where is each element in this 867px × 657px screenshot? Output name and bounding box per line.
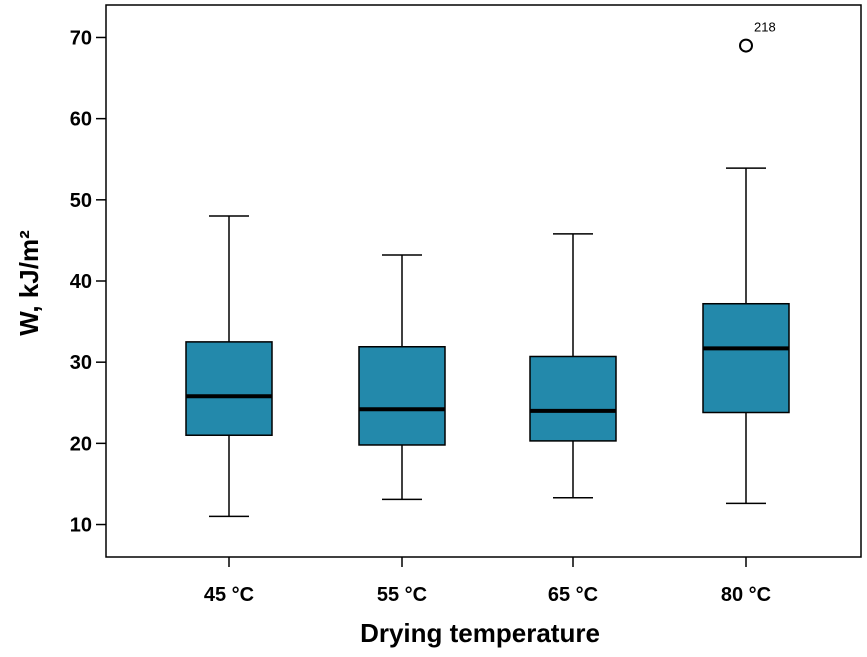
x-tick-label: 80 °C bbox=[721, 584, 771, 606]
box-3 bbox=[529, 233, 617, 499]
x-tick-label: 45 °C bbox=[204, 584, 254, 606]
y-tick-label: 50 bbox=[70, 190, 92, 212]
x-axis: 45 °C 55 °C 65 °C 80 °C bbox=[204, 557, 771, 606]
x-tick-label: 55 °C bbox=[377, 584, 427, 606]
x-tick-label: 65 °C bbox=[548, 584, 598, 606]
y-tick-label: 70 bbox=[70, 27, 92, 49]
box-4: 218 bbox=[702, 20, 790, 505]
y-tick-label: 30 bbox=[70, 352, 92, 374]
y-tick-label: 60 bbox=[70, 109, 92, 131]
y-axis-title: W, kJ/m² bbox=[14, 230, 44, 336]
y-tick-label: 40 bbox=[70, 271, 92, 293]
y-axis: 10 20 30 40 50 60 70 bbox=[70, 27, 106, 537]
box-body bbox=[358, 346, 446, 446]
outlier-point bbox=[739, 38, 753, 53]
y-tick-label: 10 bbox=[70, 515, 92, 537]
plot-area-frame bbox=[105, 4, 862, 558]
outlier-label: 218 bbox=[754, 20, 776, 35]
box-body bbox=[529, 355, 617, 442]
boxes-group: 218 bbox=[185, 20, 790, 518]
box-body bbox=[702, 302, 790, 414]
box-body bbox=[185, 341, 273, 436]
box-2 bbox=[358, 254, 446, 501]
y-tick-label: 20 bbox=[70, 433, 92, 455]
box-1 bbox=[185, 215, 273, 518]
x-axis-title: Drying temperature bbox=[360, 618, 600, 648]
